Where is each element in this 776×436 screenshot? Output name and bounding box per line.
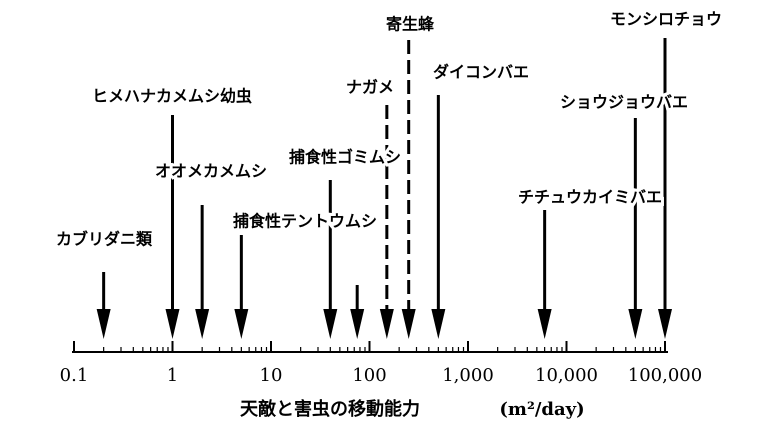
- arrow-head: [323, 309, 338, 339]
- x-tick-label: 10: [260, 365, 283, 386]
- arrow: [350, 285, 365, 339]
- arrow: [379, 105, 394, 339]
- arrow-head: [401, 309, 416, 339]
- x-tick-label: 1: [167, 365, 178, 386]
- arrow-head: [195, 309, 210, 339]
- arrow: [658, 38, 672, 339]
- arrow-head: [96, 309, 111, 339]
- arrow-label: カブリダニ類: [56, 230, 153, 249]
- arrow: [195, 205, 210, 339]
- arrow-head: [350, 309, 365, 339]
- x-tick-label: 1,000: [442, 365, 494, 386]
- x-axis-label: 天敵と害虫の移動能力: [240, 398, 420, 420]
- arrow-head: [234, 309, 249, 339]
- x-tick-label: 10,000: [535, 365, 598, 386]
- arrow-label: 捕食性テントウムシ: [233, 212, 377, 231]
- x-tick-label: 100: [352, 365, 386, 386]
- x-axis-unit: (m²/day): [499, 399, 584, 420]
- arrow-head: [379, 309, 394, 339]
- arrow-label: 捕食性ゴミムシ: [289, 148, 401, 167]
- arrow: [628, 118, 643, 339]
- arrow: [537, 210, 552, 339]
- arrow: [234, 235, 249, 339]
- arrow: [431, 95, 446, 339]
- arrow-head: [431, 309, 446, 339]
- arrow-label: ショウジョウバエ: [560, 93, 688, 112]
- arrow: [323, 180, 338, 339]
- arrow-head: [658, 309, 672, 339]
- arrow-head: [537, 309, 552, 339]
- x-tick-label: 100,000: [628, 365, 702, 386]
- arrow-head: [165, 309, 180, 339]
- arrow-label: ダイコンバエ: [433, 63, 529, 82]
- arrow-label: モンシロチョウ: [610, 10, 722, 29]
- arrow-label: ナガメ: [346, 78, 394, 97]
- arrow: [96, 272, 111, 339]
- arrow: [165, 115, 180, 339]
- arrow-label: オオメカメムシ: [155, 162, 267, 181]
- arrow-label: ヒメハナカメムシ幼虫: [92, 87, 252, 106]
- arrow-head: [628, 309, 643, 339]
- arrow: [401, 40, 416, 339]
- arrow-label: チチュウカイミバエ: [518, 188, 662, 207]
- x-tick-label: 0.1: [60, 365, 89, 386]
- arrow-label: 寄生蜂: [386, 15, 435, 34]
